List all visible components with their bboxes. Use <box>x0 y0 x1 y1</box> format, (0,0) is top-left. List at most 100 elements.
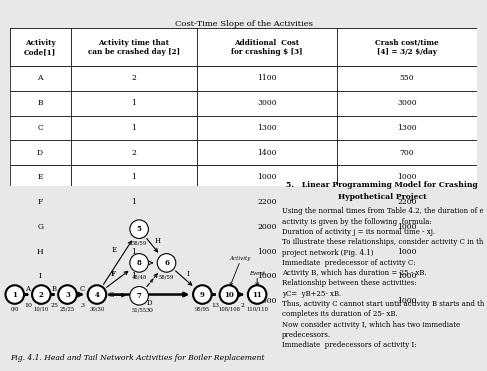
Bar <box>337 289 477 313</box>
Bar <box>71 264 197 289</box>
Text: 10: 10 <box>24 303 32 308</box>
Bar <box>197 66 337 91</box>
Text: 10/10: 10/10 <box>34 306 49 311</box>
Bar <box>337 115 477 140</box>
Text: 3: 3 <box>65 290 70 299</box>
Text: 30/30: 30/30 <box>89 306 105 311</box>
Text: 1: 1 <box>131 124 136 132</box>
Bar <box>71 289 197 313</box>
Bar <box>337 66 477 91</box>
Bar <box>197 91 337 115</box>
Bar <box>337 140 477 165</box>
Text: 11: 11 <box>252 290 262 299</box>
Text: 10: 10 <box>224 290 234 299</box>
Bar <box>337 29 477 66</box>
Text: 700: 700 <box>400 149 414 157</box>
Text: 110/110: 110/110 <box>246 306 268 311</box>
Bar <box>337 190 477 214</box>
Text: 5.   Linear Programming Model for Crashing: 5. Linear Programming Model for Crashing <box>286 181 478 189</box>
Bar <box>197 140 337 165</box>
Text: 2200: 2200 <box>397 198 417 206</box>
Text: 1000: 1000 <box>397 173 417 181</box>
Text: 0: 0 <box>150 279 153 283</box>
Text: 58/59: 58/59 <box>159 275 174 280</box>
Bar <box>337 239 477 264</box>
Text: 1100: 1100 <box>257 75 277 82</box>
Circle shape <box>88 285 106 304</box>
Circle shape <box>157 254 176 272</box>
Text: 1000: 1000 <box>257 272 277 280</box>
Bar <box>197 264 337 289</box>
Text: 1: 1 <box>131 272 136 280</box>
Text: I: I <box>38 272 41 280</box>
Text: 4: 4 <box>94 290 99 299</box>
Text: 1000: 1000 <box>397 272 417 280</box>
Text: 95/95: 95/95 <box>195 306 210 311</box>
Text: C: C <box>79 285 85 293</box>
Bar <box>71 66 197 91</box>
Text: 3000: 3000 <box>397 99 417 107</box>
Bar <box>10 165 71 190</box>
Bar <box>197 190 337 214</box>
Text: 48/48: 48/48 <box>131 275 147 280</box>
Bar <box>197 289 337 313</box>
Text: 5: 5 <box>137 225 142 233</box>
Text: Additional  Cost
for crashing $ [3]: Additional Cost for crashing $ [3] <box>231 39 302 56</box>
Text: 1000: 1000 <box>257 173 277 181</box>
Text: Hypothetical Project: Hypothetical Project <box>338 193 427 201</box>
Text: 1000: 1000 <box>397 297 417 305</box>
Text: 58/59: 58/59 <box>131 241 147 246</box>
Text: 2: 2 <box>131 149 136 157</box>
Text: Activity B, which has duration = 25 - xB.: Activity B, which has duration = 25 - xB… <box>282 269 427 277</box>
Bar <box>337 91 477 115</box>
Text: 1000: 1000 <box>257 247 277 256</box>
Text: 51/55: 51/55 <box>131 308 147 313</box>
Text: 1: 1 <box>131 99 136 107</box>
Bar <box>71 140 197 165</box>
Text: 2: 2 <box>131 223 136 231</box>
Text: 9: 9 <box>200 290 205 299</box>
Circle shape <box>248 285 266 304</box>
Circle shape <box>5 285 24 304</box>
Text: 1400: 1400 <box>257 149 277 157</box>
Text: 25: 25 <box>50 303 58 308</box>
Bar <box>10 140 71 165</box>
Text: Now consider activity I, which has two immediate: Now consider activity I, which has two i… <box>282 321 460 329</box>
Text: 1: 1 <box>12 290 17 299</box>
Circle shape <box>220 285 238 304</box>
Text: 6: 6 <box>164 259 169 267</box>
Text: 2: 2 <box>131 75 136 82</box>
Bar <box>337 165 477 190</box>
Bar <box>10 29 71 66</box>
Text: G: G <box>37 223 43 231</box>
Text: Activity time that
can be crashed day [2]: Activity time that can be crashed day [2… <box>88 39 180 56</box>
Text: Thus, activity C cannot start until activity B starts and th: Thus, activity C cannot start until acti… <box>282 300 484 308</box>
Circle shape <box>130 254 149 272</box>
Text: Immediate  predecessor of activity C:: Immediate predecessor of activity C: <box>282 259 415 267</box>
Text: yC=  yB+25- xB.: yC= yB+25- xB. <box>282 290 341 298</box>
Text: 2: 2 <box>39 290 44 299</box>
Text: Activity: Activity <box>229 256 251 261</box>
Text: F: F <box>111 270 115 278</box>
Text: Duration of activity j = its normal time - xj.: Duration of activity j = its normal time… <box>282 228 435 236</box>
Text: H: H <box>37 247 43 256</box>
Circle shape <box>32 285 51 304</box>
Text: 2200: 2200 <box>257 198 277 206</box>
Text: predecessors.: predecessors. <box>282 331 331 339</box>
Bar <box>10 190 71 214</box>
Text: I: I <box>186 270 189 278</box>
Bar <box>71 91 197 115</box>
Text: G: G <box>109 291 114 299</box>
Text: To illustrate these relationships, consider activity C in th: To illustrate these relationships, consi… <box>282 238 483 246</box>
Text: 108/108: 108/108 <box>218 306 240 311</box>
Text: 1: 1 <box>131 247 136 256</box>
Bar <box>197 214 337 239</box>
Text: Activity
Code[1]: Activity Code[1] <box>24 39 56 56</box>
Text: 8: 8 <box>137 259 142 267</box>
Circle shape <box>130 220 149 239</box>
Text: Crash cost/time
[4] = 3/2 $/day: Crash cost/time [4] = 3/2 $/day <box>375 39 439 56</box>
Text: E: E <box>37 173 43 181</box>
Bar <box>71 115 197 140</box>
Text: 1300: 1300 <box>397 124 417 132</box>
Text: E: E <box>112 246 117 254</box>
